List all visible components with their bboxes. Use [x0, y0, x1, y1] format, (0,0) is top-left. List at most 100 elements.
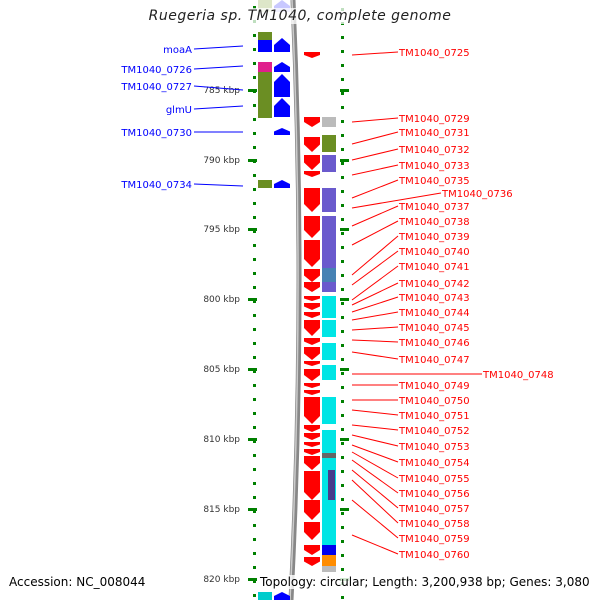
forward-gene-arrow[interactable] [274, 98, 290, 117]
reverse-gene-arrow[interactable] [304, 369, 320, 381]
gene-label-TM1040_0730[interactable]: TM1040_0730 [120, 128, 192, 139]
reverse-gene-arrow[interactable] [304, 52, 320, 58]
gene-label-TM1040_0754[interactable]: TM1040_0754 [398, 458, 470, 469]
reverse-gene-arrow[interactable] [304, 155, 320, 170]
gene-label-moaA[interactable]: moaA [163, 45, 192, 56]
reverse-gene-arrow[interactable] [304, 361, 320, 366]
gene-label-TM1040_0748[interactable]: TM1040_0748 [482, 370, 554, 381]
gene-label-TM1040_0756[interactable]: TM1040_0756 [398, 489, 470, 500]
reverse-gene-arrow[interactable] [304, 425, 320, 432]
axis-dot [253, 328, 256, 331]
reverse-gene-arrow[interactable] [304, 137, 320, 152]
axis-dot [253, 272, 256, 275]
reverse-gene-category-block [322, 545, 336, 555]
axis-dot [253, 356, 256, 359]
axis-dot [341, 50, 344, 53]
axis-dot [341, 288, 344, 291]
gene-label-TM1040_0749[interactable]: TM1040_0749 [398, 381, 470, 392]
reverse-gene-arrow[interactable] [304, 456, 320, 470]
gene-label-TM1040_0726[interactable]: TM1040_0726 [120, 65, 192, 76]
gene-label-TM1040_0737[interactable]: TM1040_0737 [398, 202, 470, 213]
axis-dot [253, 468, 256, 471]
gene-label-TM1040_0752[interactable]: TM1040_0752 [398, 426, 470, 437]
forward-gene-arrow[interactable] [274, 62, 290, 72]
forward-gene-arrow[interactable] [274, 128, 290, 135]
gene-label-leader [193, 65, 244, 70]
forward-gene-category-block [258, 72, 272, 118]
forward-gene-arrow[interactable] [274, 180, 290, 188]
axis-dot [253, 412, 256, 415]
axis-dot [341, 78, 344, 81]
axis-dot [253, 342, 256, 345]
reverse-gene-arrow[interactable] [304, 296, 320, 301]
reverse-gene-arrow[interactable] [304, 390, 320, 395]
gene-label-TM1040_0734[interactable]: TM1040_0734 [120, 180, 192, 191]
axis-dot [253, 314, 256, 317]
reverse-gene-arrow[interactable] [304, 397, 320, 424]
reverse-gene-arrow[interactable] [304, 338, 320, 345]
forward-gene-arrow[interactable] [274, 74, 290, 97]
reverse-gene-arrow[interactable] [304, 269, 320, 282]
axis-dot [341, 106, 344, 109]
reverse-gene-arrow[interactable] [304, 471, 320, 500]
gene-label-TM1040_0743[interactable]: TM1040_0743 [398, 293, 470, 304]
axis-dot [341, 162, 344, 165]
reverse-gene-arrow[interactable] [304, 383, 320, 388]
reverse-gene-arrow[interactable] [304, 171, 320, 177]
reverse-gene-arrow[interactable] [304, 522, 320, 540]
gene-label-TM1040_0740[interactable]: TM1040_0740 [398, 247, 470, 258]
gene-label-TM1040_0751[interactable]: TM1040_0751 [398, 411, 470, 422]
axis-dot [253, 454, 256, 457]
reverse-gene-arrow[interactable] [304, 303, 320, 310]
axis-tick [340, 508, 349, 511]
gene-label-TM1040_0735[interactable]: TM1040_0735 [398, 176, 470, 187]
gene-label-TM1040_0739[interactable]: TM1040_0739 [398, 232, 470, 243]
reverse-gene-arrow[interactable] [304, 117, 320, 127]
reverse-gene-arrow[interactable] [304, 347, 320, 360]
forward-gene-arrow[interactable] [274, 38, 290, 52]
axis-dot [253, 384, 256, 387]
axis-tick [248, 368, 257, 371]
gene-label-TM1040_0746[interactable]: TM1040_0746 [398, 338, 470, 349]
reverse-gene-arrow[interactable] [304, 320, 320, 336]
gene-label-TM1040_0736[interactable]: TM1040_0736 [441, 189, 513, 200]
gene-label-TM1040_0738[interactable]: TM1040_0738 [398, 217, 470, 228]
gene-label-leader [351, 192, 442, 209]
reverse-gene-arrow[interactable] [304, 188, 320, 212]
gene-label-TM1040_0733[interactable]: TM1040_0733 [398, 161, 470, 172]
gene-label-TM1040_0744[interactable]: TM1040_0744 [398, 308, 470, 319]
gene-label-TM1040_0760[interactable]: TM1040_0760 [398, 550, 470, 561]
reverse-gene-arrow[interactable] [304, 240, 320, 267]
gene-label-TM1040_0732[interactable]: TM1040_0732 [398, 145, 470, 156]
gene-label-TM1040_0729[interactable]: TM1040_0729 [398, 114, 470, 125]
gene-label-TM1040_0741[interactable]: TM1040_0741 [398, 262, 470, 273]
axis-dot [253, 496, 256, 499]
forward-gene-arrow[interactable] [274, 592, 290, 600]
gene-label-TM1040_0731[interactable]: TM1040_0731 [398, 128, 470, 139]
gene-label-TM1040_0750[interactable]: TM1040_0750 [398, 396, 470, 407]
gene-label-TM1040_0758[interactable]: TM1040_0758 [398, 519, 470, 530]
gene-label-leader [351, 409, 399, 416]
reverse-gene-arrow[interactable] [304, 312, 320, 318]
gene-label-TM1040_0725[interactable]: TM1040_0725 [398, 48, 470, 59]
axis-dot [341, 274, 344, 277]
axis-dot [253, 524, 256, 527]
reverse-gene-arrow[interactable] [304, 216, 320, 238]
reverse-gene-arrow[interactable] [304, 557, 320, 566]
reverse-gene-arrow[interactable] [304, 500, 320, 520]
reverse-gene-arrow[interactable] [304, 449, 320, 455]
gene-label-TM1040_0747[interactable]: TM1040_0747 [398, 355, 470, 366]
gene-label-TM1040_0757[interactable]: TM1040_0757 [398, 504, 470, 515]
reverse-gene-arrow[interactable] [304, 433, 320, 440]
gene-label-TM1040_0753[interactable]: TM1040_0753 [398, 442, 470, 453]
gene-label-glmU[interactable]: glmU [166, 105, 192, 116]
reverse-gene-arrow[interactable] [304, 545, 320, 555]
gene-label-TM1040_0727[interactable]: TM1040_0727 [120, 82, 192, 93]
reverse-gene-arrow[interactable] [304, 442, 320, 447]
reverse-gene-arrow[interactable] [304, 282, 320, 292]
gene-label-TM1040_0742[interactable]: TM1040_0742 [398, 279, 470, 290]
gene-label-TM1040_0759[interactable]: TM1040_0759 [398, 534, 470, 545]
gene-label-TM1040_0755[interactable]: TM1040_0755 [398, 474, 470, 485]
gene-label-TM1040_0745[interactable]: TM1040_0745 [398, 323, 470, 334]
